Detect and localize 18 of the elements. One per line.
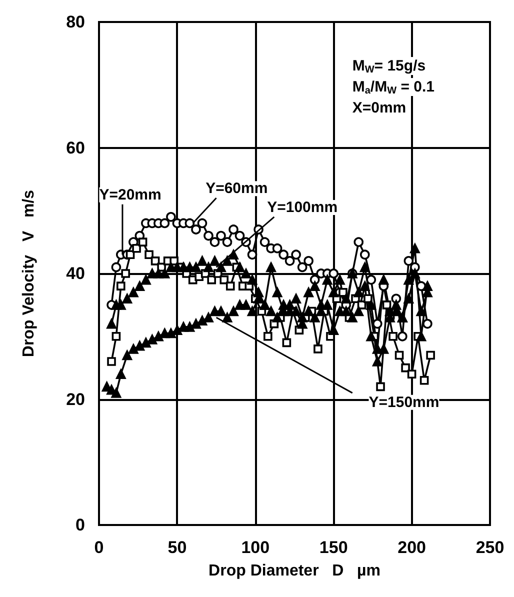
- y-tick-label: 20: [66, 390, 85, 409]
- x-tick-label: 100: [241, 538, 270, 557]
- series-label: Y=150mm: [368, 394, 440, 411]
- x-tick-label: 50: [168, 538, 187, 557]
- y-tick-label: 40: [66, 264, 85, 283]
- y-tick-label: 60: [66, 138, 85, 158]
- x-tick-label: 250: [476, 538, 504, 557]
- text: Y=20mm: [99, 186, 162, 204]
- text: Y=100mm: [267, 198, 338, 216]
- x-tick-label: 0: [94, 538, 104, 557]
- x-tick-label: 200: [398, 538, 426, 557]
- y-tick-label: 0: [76, 516, 85, 534]
- y-axis-title: Drop Velocity V m/s: [20, 190, 38, 358]
- x-axis-title: Drop Diameter D µm: [208, 562, 380, 580]
- series-label: Y=60mm: [206, 180, 268, 198]
- annotation: X=0mm: [352, 100, 406, 117]
- x-tick-label: 150: [319, 538, 348, 557]
- y-tick-label: 80: [66, 12, 85, 32]
